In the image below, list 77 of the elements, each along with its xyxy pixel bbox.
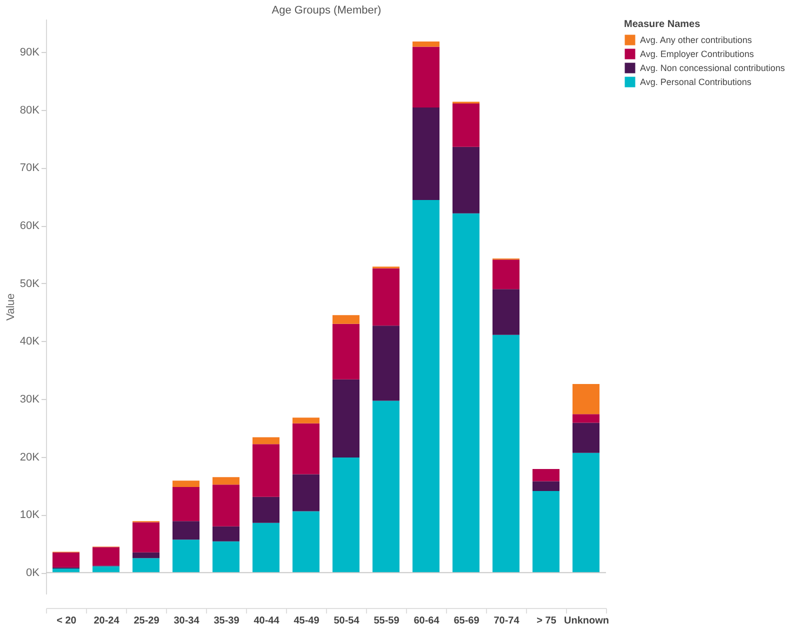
x-tick-label: > 75	[536, 616, 557, 626]
bar	[52, 552, 80, 568]
y-tick-label: 30K	[20, 394, 40, 406]
bar	[332, 379, 360, 458]
y-tick-label: 50K	[20, 278, 40, 290]
bar	[172, 480, 200, 487]
bar	[572, 414, 600, 423]
bar	[252, 444, 280, 497]
x-tick-label: 35-39	[214, 616, 240, 626]
bar	[412, 200, 440, 573]
bar	[92, 547, 120, 566]
bar	[532, 481, 560, 492]
bar	[212, 477, 240, 485]
bar	[572, 452, 600, 573]
bar	[372, 268, 400, 326]
bar	[332, 324, 360, 380]
bar	[452, 146, 480, 214]
x-tick-label: 65-69	[454, 616, 480, 626]
legend-label: Avg. Non concessional contributions	[640, 63, 786, 73]
legend-label: Avg. Any other contributions	[640, 35, 752, 45]
y-tick-label: 90K	[20, 46, 40, 58]
bar	[252, 496, 280, 523]
x-tick-label: 70-74	[494, 616, 520, 626]
x-tick-label: 25-29	[134, 616, 160, 626]
bar	[412, 108, 440, 200]
bar	[292, 418, 320, 424]
bar	[532, 469, 560, 482]
x-tick-label: 45-49	[294, 616, 320, 626]
y-tick-label: 10K	[20, 509, 40, 522]
bar	[132, 552, 160, 558]
bar	[372, 326, 400, 401]
x-tick-label: 30-34	[174, 616, 200, 626]
legend-label: Avg. Personal Contributions	[640, 77, 752, 87]
y-axis-title: Value	[4, 293, 17, 321]
bar	[372, 400, 400, 573]
bar	[452, 213, 480, 573]
bar	[292, 423, 320, 474]
bar	[492, 260, 520, 290]
bar	[532, 491, 560, 573]
x-tick-label: Unknown	[564, 616, 609, 626]
legend-label: Avg. Employer Contributions	[640, 49, 754, 59]
x-axis-title: Age Groups (Member)	[272, 4, 382, 16]
x-tick-label: 20-24	[94, 616, 120, 626]
y-tick-label: 70K	[20, 162, 40, 174]
bar	[172, 486, 200, 522]
x-tick-label: 50-54	[334, 616, 360, 626]
bar	[492, 334, 520, 573]
bar	[172, 540, 200, 573]
bar	[252, 437, 280, 444]
y-tick-label: 60K	[20, 220, 40, 232]
bar	[252, 522, 280, 573]
y-tick-label: 0K	[26, 567, 40, 580]
bar	[572, 384, 600, 414]
y-tick-label: 20K	[20, 451, 40, 464]
bar	[412, 42, 440, 47]
bar	[212, 541, 240, 573]
y-tick-label: 40K	[20, 336, 40, 348]
x-tick-label: 40-44	[254, 616, 280, 626]
bar	[452, 103, 480, 147]
bar	[132, 522, 160, 552]
x-tick-label: 55-59	[374, 616, 400, 626]
bar	[572, 422, 600, 453]
bar	[292, 474, 320, 512]
bar	[332, 315, 360, 324]
bar	[92, 566, 120, 573]
bar	[212, 526, 240, 542]
bar	[292, 511, 320, 573]
legend-title: Measure Names	[624, 19, 701, 30]
y-tick-label: 80K	[20, 104, 40, 116]
bar	[212, 484, 240, 526]
bar	[412, 46, 440, 108]
bar	[332, 457, 360, 573]
bar	[492, 289, 520, 335]
x-tick-label: < 20	[56, 616, 77, 626]
bar	[132, 558, 160, 573]
bar	[172, 521, 200, 540]
x-tick-label: 60-64	[414, 616, 440, 626]
